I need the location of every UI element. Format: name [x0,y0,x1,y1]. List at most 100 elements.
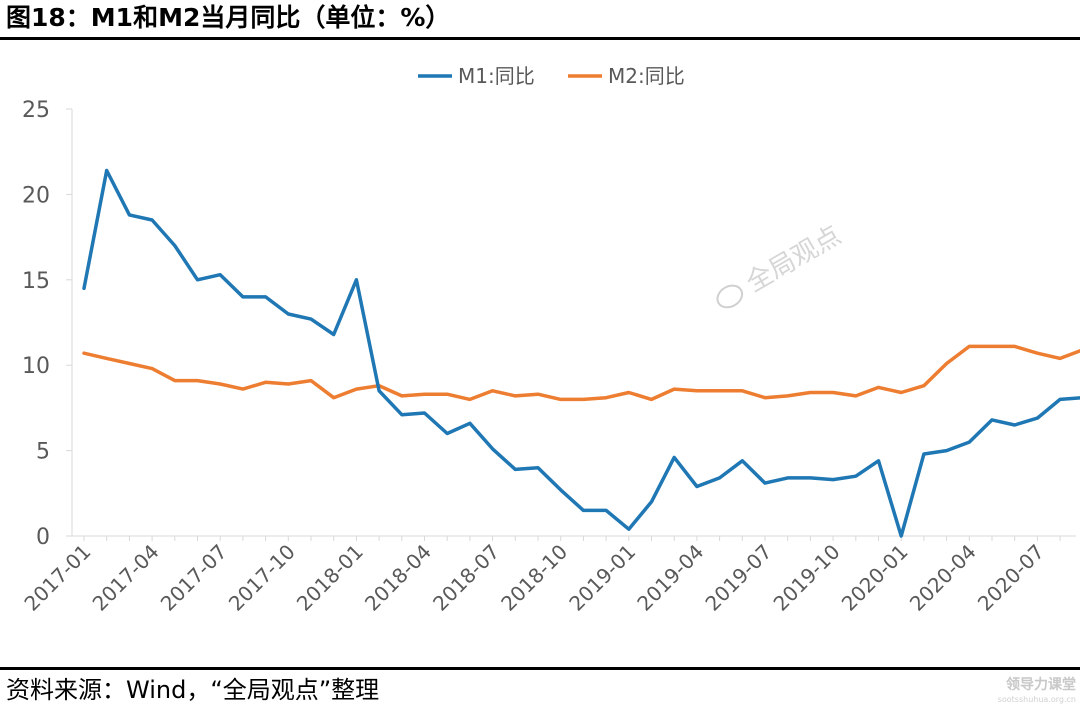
x-tick-label: 2017-04 [88,540,164,616]
x-tick-label: 2019-04 [632,540,708,616]
data-point-m2 [877,386,880,389]
data-point-m1 [105,169,108,172]
data-point-m1 [695,485,699,488]
data-point-m2 [673,387,676,391]
page-title: 图18：M1和M2当月同比（单位：%） [6,3,451,32]
data-point-m1 [332,333,335,336]
y-tick-label: 25 [22,98,50,123]
x-tick-label: 2019-10 [769,540,845,616]
data-point-m2 [945,362,948,365]
data-point-m2 [990,345,994,348]
source-note: 资料来源：Wind，“全局观点”整理 [6,676,380,704]
data-point-m2 [309,379,313,382]
watermark-text: 全局观点 [741,220,846,298]
data-point-m1 [559,488,562,492]
x-tick-label: 2018-01 [292,540,368,616]
data-point-m2 [741,389,744,393]
data-point-m1 [400,413,403,416]
data-point-m1 [468,422,472,425]
data-point-m1 [241,295,245,299]
title-rule [0,37,1080,40]
watermark: 全局观点 [716,220,846,309]
data-point-m2 [514,394,517,398]
data-point-m1 [536,466,540,469]
x-tick-label: 2017-10 [224,540,300,616]
data-point-m2 [718,389,721,393]
data-point-m2 [559,398,562,401]
data-point-m1 [1013,423,1016,427]
y-tick-label: 10 [22,354,50,379]
data-point-m1 [741,459,744,463]
data-point-m1 [377,389,381,393]
data-point-m2 [786,394,789,398]
data-point-m1 [990,418,994,422]
footer-rule [0,667,1080,670]
data-point-m1 [196,278,199,281]
series-line-m1 [82,168,1080,538]
data-point-m2 [763,396,767,399]
y-tick-label: 5 [36,440,50,465]
data-point-m2 [173,379,176,382]
series-line-m2 [82,344,1080,402]
data-point-m1 [173,244,176,247]
data-point-m2 [241,387,245,391]
x-tick-label: 2019-01 [564,540,640,616]
data-point-m2 [400,394,403,398]
data-point-m2 [355,387,358,391]
x-tick-label: 2020-01 [837,540,913,616]
wechat-icon [716,284,744,309]
x-tick-label: 2017-07 [156,540,232,616]
data-point-m2 [650,398,653,401]
data-point-m2 [695,389,699,393]
data-point-m2 [128,362,131,365]
data-point-m2 [1058,357,1062,360]
data-point-m1 [673,456,676,459]
x-tick-label: 2020-07 [973,540,1049,616]
data-point-m1 [150,218,154,222]
data-point-m1 [786,476,789,480]
data-point-m1 [1058,398,1062,401]
data-point-m1 [446,432,449,435]
data-point-m2 [219,382,222,386]
data-point-m2 [332,396,335,399]
y-axis: 0 5 10 15 20 25 [22,98,73,550]
data-point-m1 [968,440,971,444]
data-point-m1 [809,476,812,480]
data-point-m2 [105,357,108,360]
data-point-m1 [877,459,880,463]
plot-area [82,168,1080,538]
data-point-m1 [945,449,948,452]
data-point-m2 [264,381,267,384]
data-point-m1 [582,509,585,512]
corner-watermark: 领导力课堂 [1006,677,1076,693]
data-point-m2 [900,391,903,394]
data-point-m2 [287,382,290,386]
data-point-m2 [582,398,585,401]
y-tick-label: 20 [22,183,50,208]
data-point-m2 [1013,345,1016,348]
y-tick-label: 0 [36,525,50,550]
data-point-m1 [355,278,358,281]
data-point-m1 [82,287,86,290]
data-point-m1 [219,273,222,276]
data-point-m2 [82,352,86,355]
y-tick-label: 15 [22,269,50,294]
data-point-m1 [763,481,767,485]
x-tick-label: 2017-01 [19,540,95,616]
data-point-m1 [264,295,267,299]
data-point-m2 [491,389,494,393]
data-point-m2 [1036,352,1039,355]
data-point-m2 [854,394,857,398]
corner-watermark-url: sootsshuhua.org.cn [997,695,1076,704]
data-point-m2 [468,398,472,401]
data-point-m1 [423,411,426,415]
data-point-m1 [309,317,313,321]
data-point-m1 [128,213,131,217]
data-point-m1 [650,500,653,504]
x-tick-label: 2018-07 [428,540,504,616]
data-point-m1 [854,475,857,478]
data-point-m2 [831,391,835,394]
data-point-m1 [627,527,630,531]
